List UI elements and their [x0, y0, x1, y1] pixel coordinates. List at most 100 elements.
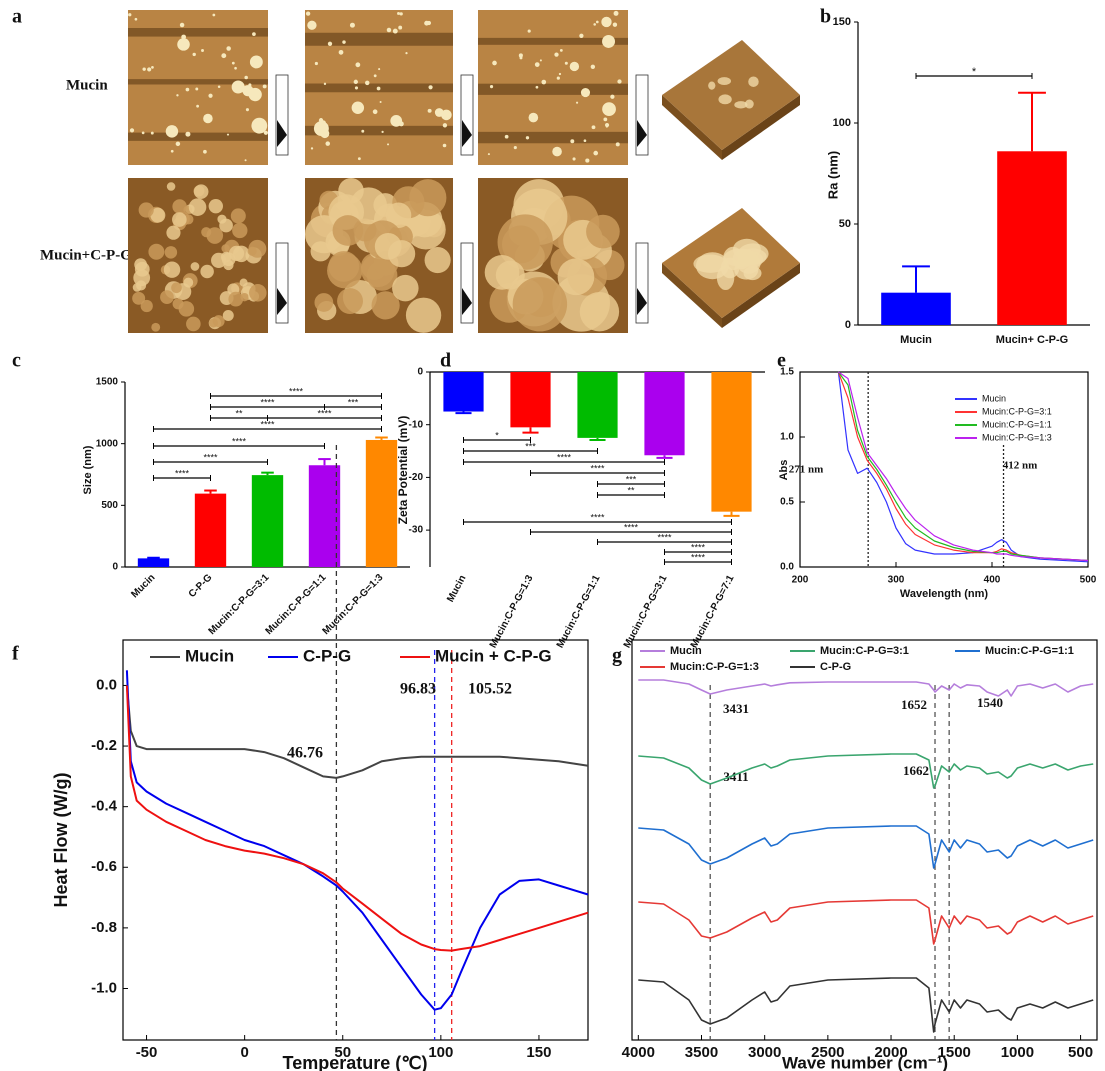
series-line: [638, 826, 1093, 868]
y-axis-title: Zeta Potential (mV): [396, 416, 410, 525]
x-tick-label: 500: [1080, 575, 1097, 586]
annotation: 271 nm: [789, 464, 824, 476]
afm-particle: [387, 143, 389, 145]
annotation: 1662: [903, 763, 929, 778]
afm-particle: [380, 101, 382, 103]
annotation: 412 nm: [1003, 460, 1038, 472]
afm-particle: [248, 240, 266, 258]
afm-particle: [171, 150, 174, 153]
afm-particle: [576, 102, 578, 104]
x-tick-label: Mucin: [129, 572, 157, 600]
afm-particle: [528, 30, 531, 33]
afm-particle: [580, 292, 619, 331]
afm-particle: [213, 315, 225, 327]
series-line: [838, 372, 1088, 561]
y-tick-label: 1500: [96, 377, 119, 388]
annotation: 46.76: [287, 745, 323, 762]
afm-particle: [603, 118, 607, 122]
afm-3d-bump: [708, 81, 715, 89]
legend-label: Mucin + C-P-G: [435, 646, 552, 665]
plot-frame: [800, 372, 1088, 567]
afm-particle: [559, 73, 561, 75]
afm-particle: [581, 88, 590, 97]
x-tick-label: Mucin: [900, 334, 932, 346]
afm-particle: [355, 86, 358, 89]
afm-particle: [248, 88, 261, 101]
bar: [366, 440, 397, 567]
afm-particle: [236, 84, 238, 86]
afm-particle: [514, 146, 517, 149]
significance-label: **: [235, 408, 243, 418]
x-tick-label: Mucin+ C-P-G: [996, 334, 1068, 346]
afm-particle: [128, 13, 131, 16]
significance-label: ****: [557, 452, 572, 462]
legend-label: Mucin: [670, 645, 702, 657]
series-line: [638, 978, 1093, 1032]
afm-particle: [342, 40, 345, 43]
x-axis-title: Temperature (℃): [283, 1053, 428, 1071]
x-tick-label: 3500: [685, 1044, 718, 1061]
significance-label: ****: [691, 552, 706, 562]
afm-particle: [392, 275, 419, 302]
afm-particle: [617, 79, 621, 83]
significance-label: **: [627, 485, 635, 495]
y-tick-label: 1000: [96, 438, 119, 449]
x-tick-label: 150: [526, 1044, 551, 1061]
afm-particle: [164, 261, 180, 277]
afm-particle: [135, 18, 138, 21]
significance-label: ****: [590, 463, 605, 473]
afm-particle: [328, 42, 332, 46]
afm-particle: [541, 80, 546, 85]
afm-particle: [201, 227, 211, 237]
afm-particle: [425, 247, 451, 273]
x-tick-label: 500: [1068, 1044, 1093, 1061]
legend-label: C-P-G: [303, 646, 351, 665]
x-tick-label: 1000: [1001, 1044, 1034, 1061]
afm-particle: [325, 141, 330, 146]
afm-particle: [250, 56, 263, 69]
afm-particle: [374, 74, 377, 77]
afm-particle: [167, 182, 176, 191]
afm-particle: [211, 253, 226, 268]
afm-particle: [593, 23, 596, 26]
y-tick-label: -0.4: [91, 798, 118, 815]
panel-label: a: [12, 6, 22, 28]
afm-particle: [398, 26, 402, 30]
afm-particle: [565, 62, 568, 65]
afm-particle: [614, 11, 619, 16]
afm-particle: [400, 12, 403, 15]
significance-label: ****: [657, 532, 672, 542]
annotation: 1652: [901, 697, 927, 712]
afm-particle: [428, 109, 432, 113]
y-tick-label: -30: [409, 525, 424, 536]
afm-particle: [229, 246, 244, 261]
x-tick-label: Mucin:C-P-G=1:3: [321, 572, 386, 637]
legend-label: Mucin:C-P-G=1:3: [670, 661, 759, 673]
afm-particle: [585, 159, 589, 163]
significance-label: ****: [232, 436, 247, 446]
afm-particle: [142, 67, 145, 70]
y-tick-label: -10: [409, 419, 424, 430]
afm-particle: [183, 278, 193, 288]
afm-particle: [560, 49, 563, 52]
afm-particle: [529, 113, 539, 123]
series-line: [838, 372, 1088, 561]
afm-particle: [397, 12, 400, 15]
afm-particle: [593, 151, 598, 156]
legend-label: Mucin:C-P-G=1:1: [982, 419, 1052, 429]
afm-particle: [393, 29, 398, 34]
afm-particle: [490, 85, 493, 88]
afm-particle: [151, 66, 154, 69]
afm-particle: [195, 87, 198, 90]
afm-particle: [554, 52, 558, 56]
afm-particle: [327, 253, 362, 288]
afm-particle: [526, 136, 529, 139]
afm-particle: [375, 233, 402, 260]
afm-particle: [307, 21, 316, 30]
series-line: [638, 900, 1093, 944]
afm-particle: [406, 298, 441, 333]
afm-particle: [570, 139, 574, 143]
afm-particle: [570, 62, 579, 71]
series-line: [838, 372, 1088, 562]
significance-label: ****: [175, 468, 190, 478]
